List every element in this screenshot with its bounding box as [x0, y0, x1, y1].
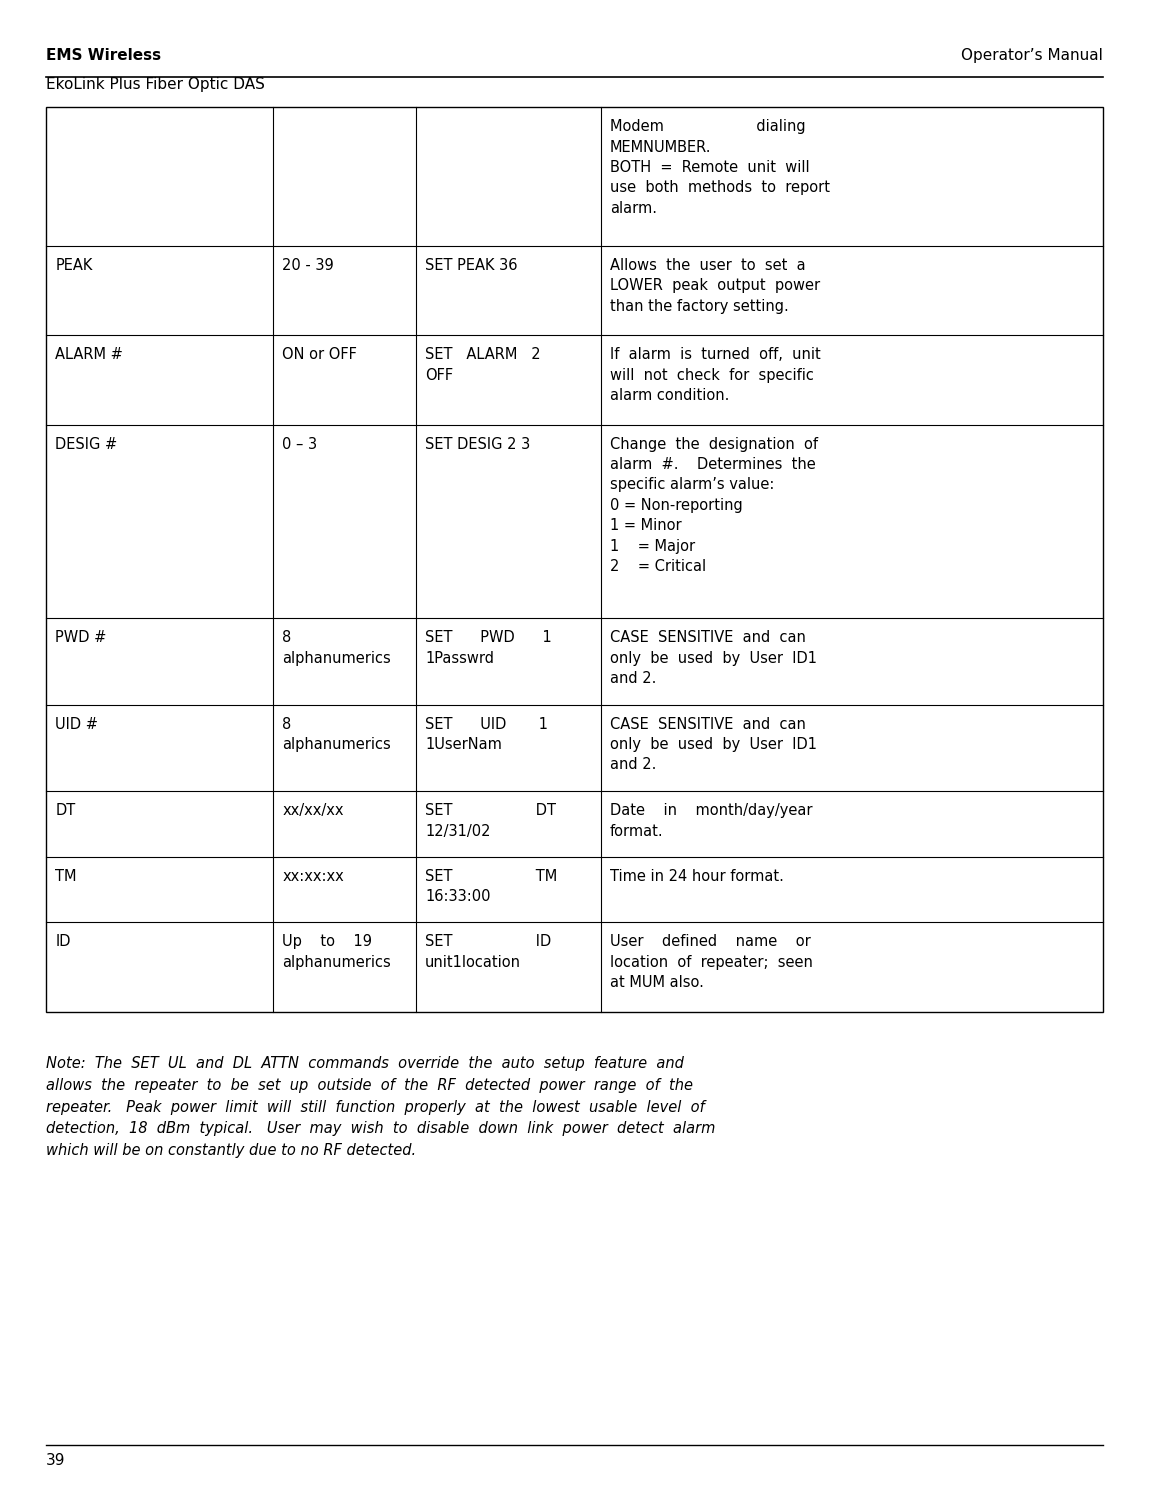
Text: SET      UID       1
1UserNam: SET UID 1 1UserNam	[425, 717, 548, 752]
Text: EMS Wireless: EMS Wireless	[46, 48, 161, 63]
Text: Allows  the  user  to  set  a
LOWER  peak  output  power
than the factory settin: Allows the user to set a LOWER peak outp…	[610, 258, 820, 313]
Text: PEAK: PEAK	[55, 258, 93, 273]
Text: Time in 24 hour format.: Time in 24 hour format.	[610, 869, 784, 884]
Text: If  alarm  is  turned  off,  unit
will  not  check  for  specific
alarm conditio: If alarm is turned off, unit will not ch…	[610, 347, 820, 402]
Text: 39: 39	[46, 1453, 65, 1468]
Text: ON or OFF: ON or OFF	[283, 347, 357, 362]
Text: EkoLink Plus Fiber Optic DAS: EkoLink Plus Fiber Optic DAS	[46, 77, 264, 92]
Text: User    defined    name    or
location  of  repeater;  seen
at MUM also.: User defined name or location of repeate…	[610, 934, 813, 989]
Text: Date    in    month/day/year
format.: Date in month/day/year format.	[610, 803, 812, 839]
Text: xx/xx/xx: xx/xx/xx	[283, 803, 344, 818]
Text: SET PEAK 36: SET PEAK 36	[425, 258, 518, 273]
Text: 0 – 3: 0 – 3	[283, 437, 317, 451]
Text: DESIG #: DESIG #	[55, 437, 117, 451]
Text: ALARM #: ALARM #	[55, 347, 123, 362]
Text: SET                  TM
16:33:00: SET TM 16:33:00	[425, 869, 557, 904]
Text: 8
alphanumerics: 8 alphanumerics	[283, 717, 391, 752]
Text: xx:xx:xx: xx:xx:xx	[283, 869, 345, 884]
Bar	[46, 107, 1103, 1012]
Text: DT: DT	[55, 803, 76, 818]
Text: SET   ALARM   2
OFF: SET ALARM 2 OFF	[425, 347, 541, 383]
Text: ID: ID	[55, 934, 70, 949]
Text: SET DESIG 2 3: SET DESIG 2 3	[425, 437, 531, 451]
Text: Note:  The  SET  UL  and  DL  ATTN  commands  override  the  auto  setup  featur: Note: The SET UL and DL ATTN commands ov…	[46, 1056, 716, 1158]
Text: SET                  DT
12/31/02: SET DT 12/31/02	[425, 803, 556, 839]
Text: Up    to    19
alphanumerics: Up to 19 alphanumerics	[283, 934, 391, 970]
Text: PWD #: PWD #	[55, 630, 107, 645]
Text: TM: TM	[55, 869, 77, 884]
Text: 20 - 39: 20 - 39	[283, 258, 334, 273]
Text: Change  the  designation  of
alarm  #.    Determines  the
specific alarm’s value: Change the designation of alarm #. Deter…	[610, 437, 818, 574]
Text: 8
alphanumerics: 8 alphanumerics	[283, 630, 391, 666]
Text: SET      PWD      1
1Passwrd: SET PWD 1 1Passwrd	[425, 630, 552, 666]
Text: CASE  SENSITIVE  and  can
only  be  used  by  User  ID1
and 2.: CASE SENSITIVE and can only be used by U…	[610, 717, 817, 772]
Text: Modem                    dialing
MEMNUMBER.
BOTH  =  Remote  unit  will
use  bot: Modem dialing MEMNUMBER. BOTH = Remote u…	[610, 119, 830, 216]
Text: UID #: UID #	[55, 717, 98, 732]
Text: Operator’s Manual: Operator’s Manual	[962, 48, 1103, 63]
Text: CASE  SENSITIVE  and  can
only  be  used  by  User  ID1
and 2.: CASE SENSITIVE and can only be used by U…	[610, 630, 817, 685]
Text: SET                  ID
unit1location: SET ID unit1location	[425, 934, 552, 970]
